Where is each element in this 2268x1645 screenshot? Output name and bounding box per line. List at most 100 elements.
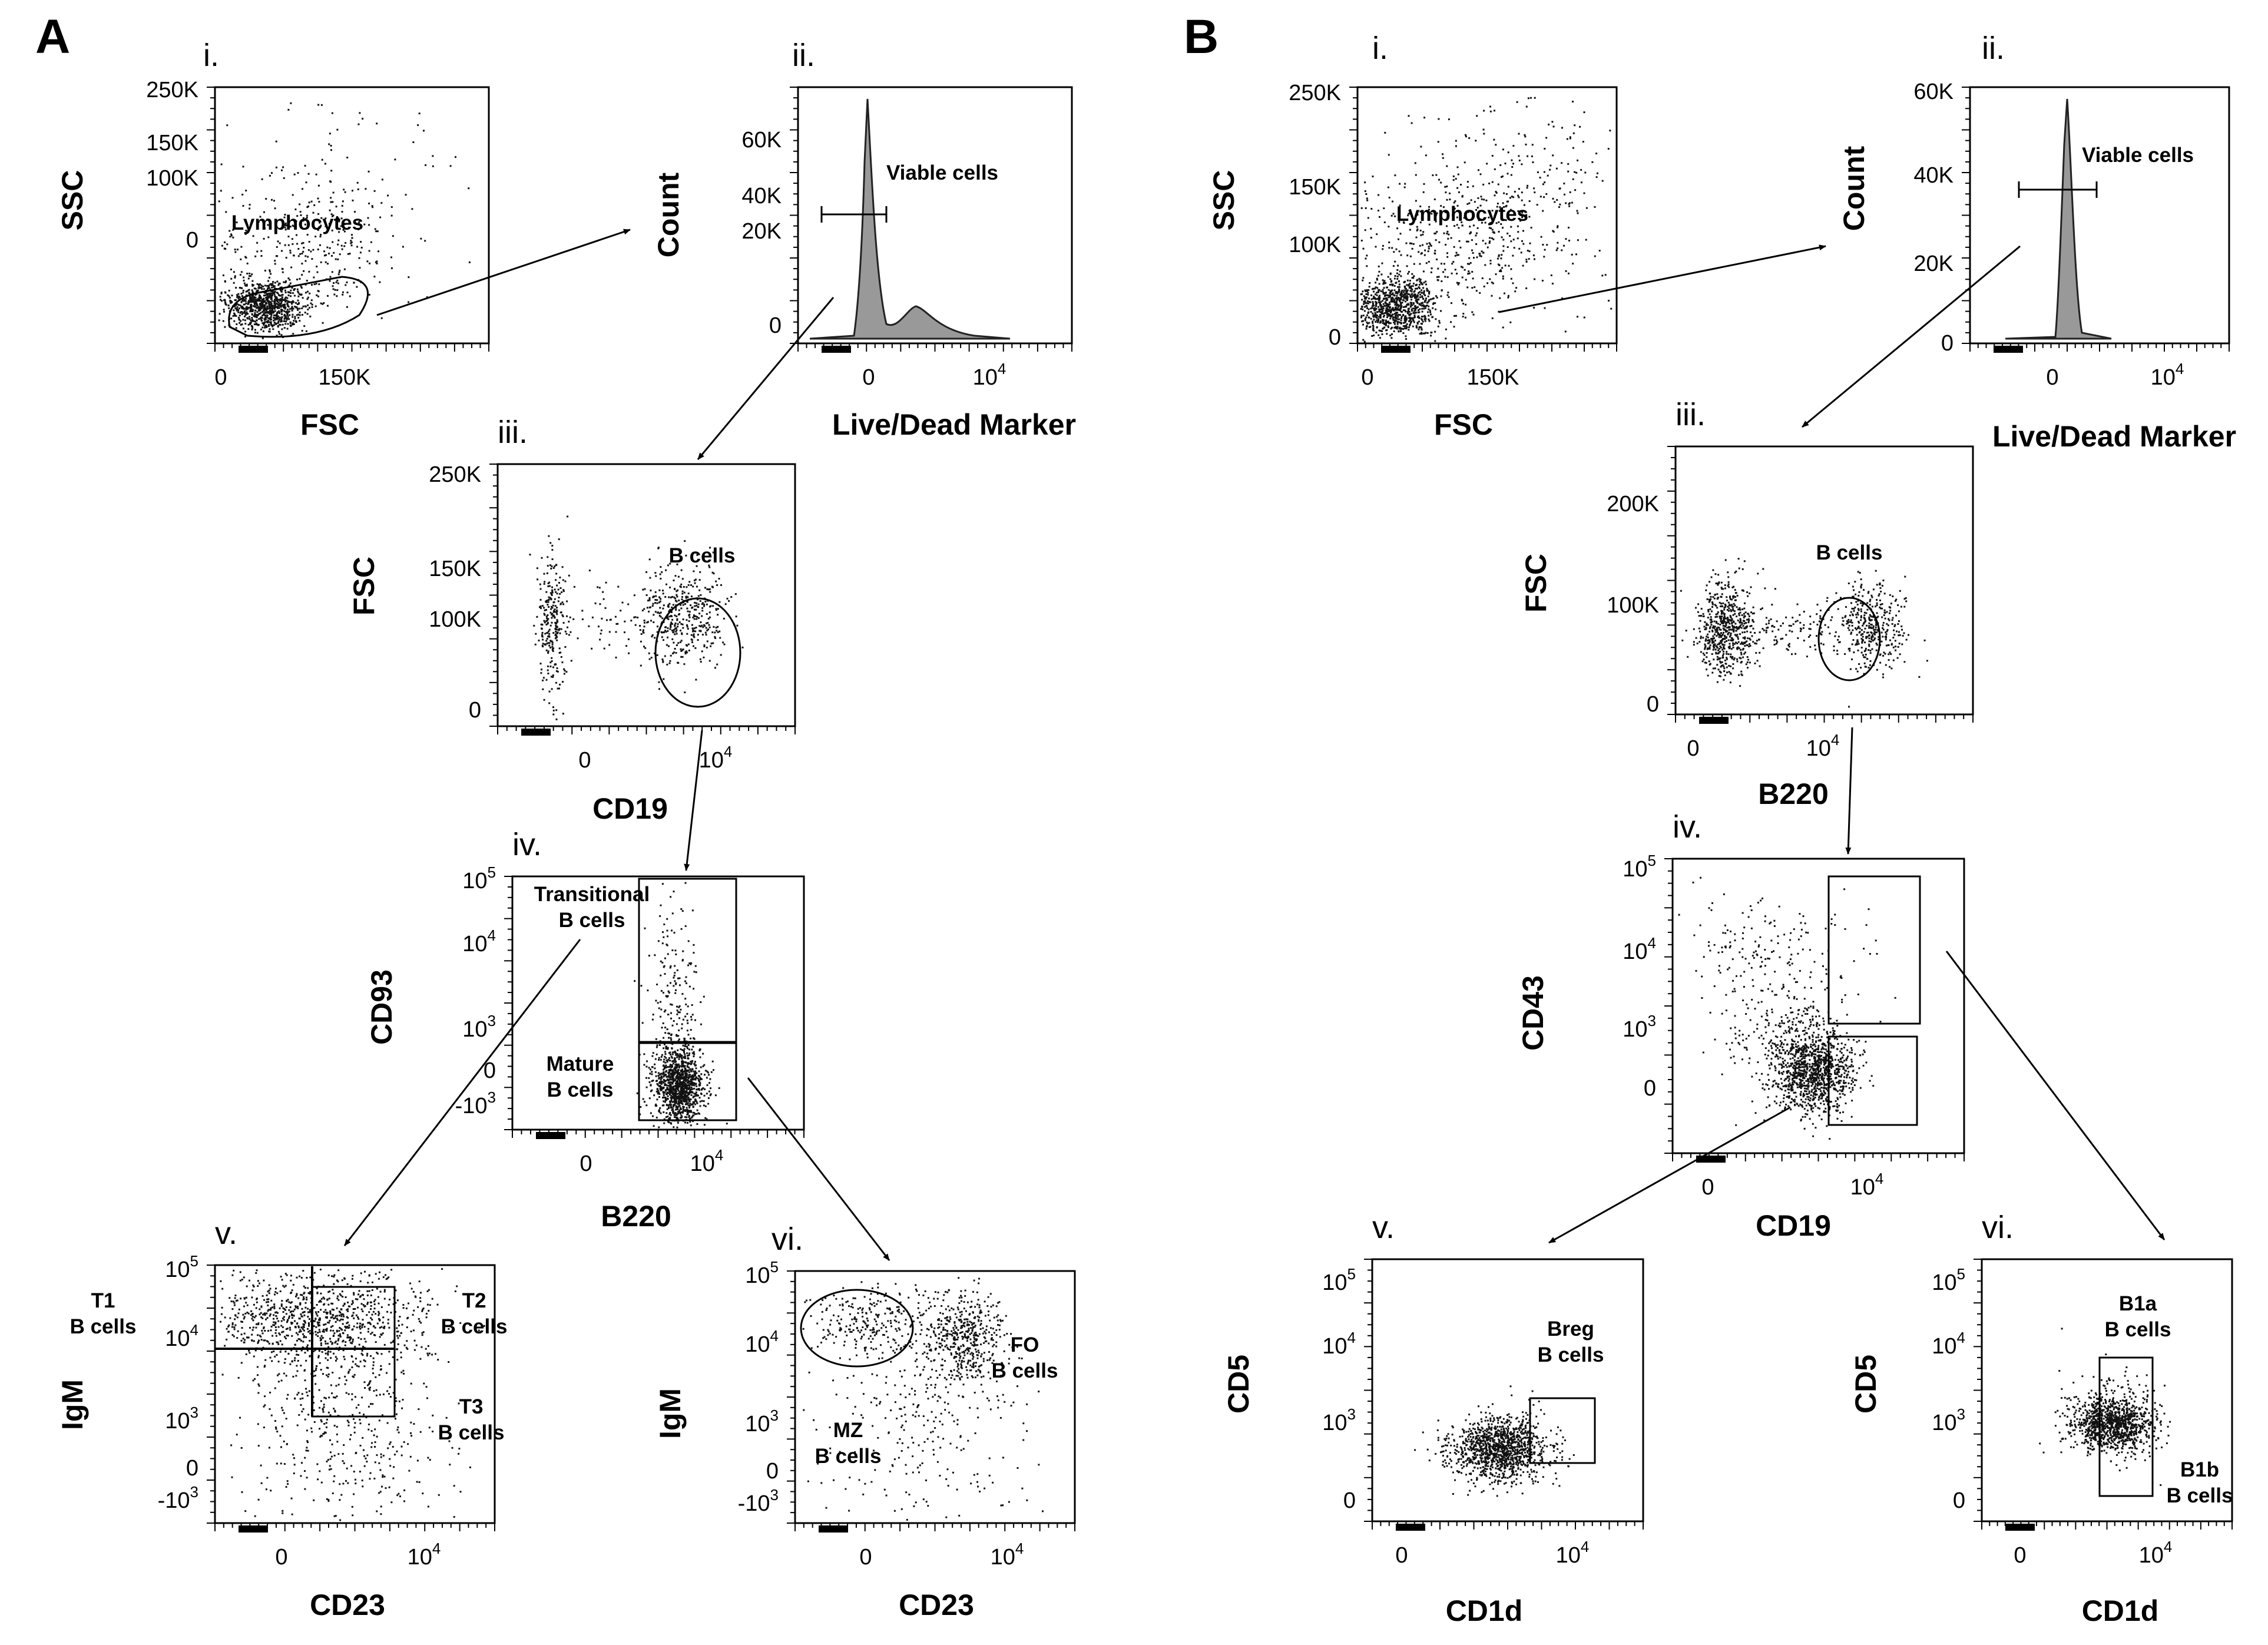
event-dot (325, 1352, 327, 1355)
event-dot (262, 299, 264, 302)
event-dot (692, 1106, 694, 1108)
event-dot (251, 1296, 253, 1299)
event-dot (730, 596, 733, 598)
event-dot (240, 1447, 243, 1449)
event-dot (353, 1293, 355, 1296)
event-dot (691, 1116, 694, 1118)
event-dot (670, 596, 672, 598)
event-dot (274, 1326, 277, 1328)
event-dot (275, 1335, 277, 1337)
event-dot (287, 291, 289, 293)
event-dot (548, 630, 550, 633)
event-dot (717, 608, 719, 610)
event-dot (241, 1320, 243, 1323)
event-dot (686, 644, 688, 647)
event-dot (378, 1419, 380, 1422)
event-dot (269, 174, 271, 177)
event-dot (251, 329, 253, 330)
y-tick-label: 0 (769, 313, 782, 338)
event-dot (383, 1325, 386, 1328)
event-dot (228, 1330, 230, 1333)
event-dot (551, 586, 553, 588)
event-dot (659, 1088, 661, 1090)
event-dot (225, 211, 227, 213)
event-dot (673, 1067, 676, 1070)
event-dot (672, 1091, 674, 1093)
event-dot (241, 1279, 243, 1281)
event-dot (336, 1298, 339, 1300)
event-dot (701, 650, 703, 653)
event-dot (686, 1090, 688, 1092)
event-dot (317, 290, 319, 292)
event-dot (701, 603, 703, 605)
event-dot (330, 1316, 332, 1319)
event-dot (686, 1045, 688, 1048)
event-dot (550, 608, 552, 610)
event-dot (400, 1454, 403, 1457)
event-dot (565, 671, 568, 673)
event-dot (689, 1068, 691, 1070)
event-dot (669, 1094, 671, 1095)
event-dot (300, 1365, 302, 1367)
event-dot (389, 1396, 392, 1398)
x-tick-label-exponent: 4 (724, 743, 732, 760)
event-dot (340, 1365, 343, 1368)
event-dot (706, 1084, 708, 1086)
event-dot (690, 1060, 692, 1063)
event-dot (306, 290, 309, 293)
event-dot (696, 616, 698, 618)
event-dot (692, 616, 694, 618)
event-dot (374, 1428, 376, 1431)
plot-number-label: v. (215, 1216, 237, 1251)
event-dot (331, 1275, 333, 1277)
event-dot (340, 217, 343, 220)
event-dot (688, 1116, 690, 1118)
event-dot (701, 1078, 703, 1080)
event-dot (263, 1299, 265, 1301)
event-dot (414, 1295, 416, 1298)
event-dot (561, 566, 564, 568)
event-dot (681, 1116, 683, 1118)
event-dot (267, 319, 269, 322)
event-dot (346, 1309, 348, 1311)
event-dot (327, 1499, 330, 1501)
event-dot (468, 261, 471, 263)
event-dot (551, 594, 553, 596)
event-dot (273, 1321, 275, 1323)
event-dot (279, 289, 282, 291)
event-dot (242, 292, 244, 294)
event-dot (225, 303, 227, 306)
event-dot (380, 1368, 382, 1371)
event-dot (332, 285, 334, 287)
event-dot (322, 1373, 324, 1375)
event-dot (386, 1390, 389, 1392)
event-dot (262, 1313, 264, 1316)
event-dot (691, 1081, 693, 1083)
event-dot (701, 634, 704, 636)
event-dot (284, 226, 286, 229)
event-dot (244, 1510, 247, 1512)
event-dot (280, 1379, 283, 1382)
event-dot (651, 605, 654, 607)
event-dot (667, 984, 668, 987)
event-dot (663, 1092, 665, 1094)
event-dot (337, 258, 339, 260)
event-dot (677, 1113, 679, 1115)
event-dot (562, 615, 564, 617)
event-dot (307, 304, 309, 306)
event-dot (314, 1375, 316, 1377)
event-dot (271, 286, 273, 289)
event-dot (341, 211, 343, 213)
event-dot (233, 1302, 236, 1304)
event-dot (551, 613, 554, 615)
event-dot (281, 267, 283, 270)
event-dot (640, 985, 643, 987)
event-dot (328, 1396, 330, 1399)
y-tick-label: 150K (429, 557, 481, 581)
event-dot (291, 306, 293, 308)
event-dot (270, 1307, 272, 1309)
event-dot (678, 1056, 680, 1058)
event-dot (681, 1072, 684, 1074)
event-dot (714, 1094, 717, 1097)
event-dot (662, 1073, 664, 1075)
